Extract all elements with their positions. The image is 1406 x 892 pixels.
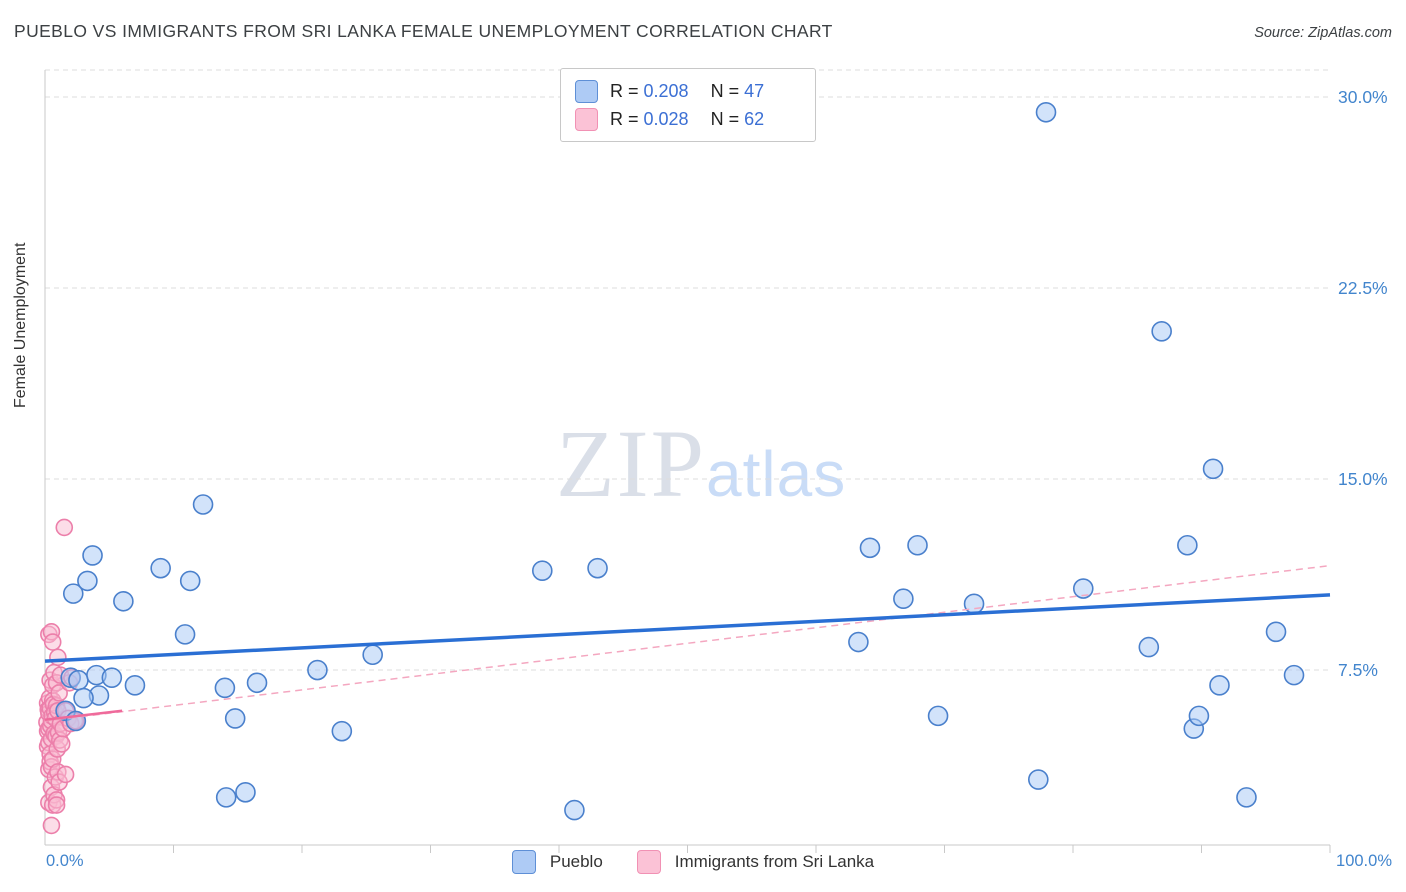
r-value-sri-lanka: 0.028 bbox=[643, 108, 689, 129]
pueblo-point bbox=[963, 593, 985, 615]
pueblo-point bbox=[1209, 675, 1230, 696]
sri-lanka-point bbox=[43, 633, 62, 651]
x-axis-max-label: 100.0% bbox=[1336, 852, 1392, 870]
pueblo-point bbox=[848, 631, 869, 653]
n-value-pueblo: 47 bbox=[744, 80, 765, 101]
pueblo-point bbox=[859, 537, 881, 559]
pueblo-point bbox=[73, 687, 94, 709]
sri-lanka-point bbox=[56, 765, 75, 784]
series-legend: Pueblo Immigrants from Sri Lanka bbox=[0, 850, 1406, 874]
pueblo-legend-label: Pueblo bbox=[549, 852, 603, 871]
pueblo-point bbox=[179, 570, 201, 592]
pueblo-point bbox=[101, 667, 123, 688]
r-value-pueblo: 0.208 bbox=[643, 80, 689, 101]
y-axis-tick-label: 15.0% bbox=[1338, 469, 1388, 489]
sri-lanka-point bbox=[42, 816, 61, 835]
pueblo-point bbox=[1028, 769, 1049, 790]
x-axis-min-label: 0.0% bbox=[46, 852, 84, 870]
pueblo-point bbox=[235, 781, 256, 803]
pueblo-point bbox=[77, 570, 98, 592]
trend-line bbox=[44, 564, 1331, 722]
pueblo-point bbox=[224, 708, 246, 729]
pueblo-point bbox=[893, 588, 914, 610]
y-axis-tick-label: 22.5% bbox=[1338, 278, 1388, 298]
pueblo-swatch-icon bbox=[575, 79, 598, 103]
pueblo-point bbox=[564, 799, 585, 821]
sri-lanka-point bbox=[52, 735, 71, 753]
trend-line bbox=[44, 709, 123, 721]
legend-row-pueblo: R = 0.208 N = 47 bbox=[575, 77, 801, 105]
sri-lanka-point bbox=[47, 796, 66, 814]
pueblo-point bbox=[82, 545, 103, 566]
pueblo-point bbox=[113, 590, 134, 612]
y-axis-tick-label: 30.0% bbox=[1338, 87, 1388, 107]
pueblo-point bbox=[1283, 664, 1305, 686]
n-label: N = bbox=[710, 108, 745, 129]
pueblo-point bbox=[150, 557, 171, 579]
n-label: N = bbox=[710, 80, 745, 101]
pueblo-point bbox=[587, 557, 608, 579]
legend-row-sri-lanka: R = 0.028 N = 62 bbox=[575, 105, 801, 133]
pueblo-point bbox=[62, 583, 84, 604]
pueblo-point bbox=[1202, 458, 1224, 480]
pueblo-point bbox=[1265, 621, 1287, 643]
pueblo-point bbox=[246, 672, 268, 694]
pueblo-point bbox=[192, 494, 214, 515]
pueblo-point bbox=[215, 787, 237, 808]
page-title: PUEBLO VS IMMIGRANTS FROM SRI LANKA FEMA… bbox=[14, 21, 833, 41]
pueblo-point bbox=[1035, 101, 1057, 123]
r-label: R = bbox=[610, 108, 644, 129]
y-axis-title: Female Unemployment bbox=[12, 242, 29, 408]
pueblo-point bbox=[1151, 321, 1172, 342]
pueblo-point bbox=[362, 644, 383, 666]
pueblo-point bbox=[1236, 787, 1257, 808]
pueblo-point bbox=[1138, 636, 1160, 658]
source-attribution: Source: ZipAtlas.com bbox=[1254, 25, 1392, 41]
pueblo-point bbox=[307, 659, 328, 681]
pueblo-point bbox=[1177, 534, 1198, 556]
sri-lanka-point bbox=[50, 684, 68, 702]
pueblo-point bbox=[1072, 578, 1094, 599]
sri-lanka-legend-label: Immigrants from Sri Lanka bbox=[674, 852, 875, 871]
pueblo-point bbox=[331, 720, 353, 742]
pueblo-point bbox=[124, 675, 146, 696]
pueblo-point bbox=[214, 677, 236, 699]
sri-lanka-swatch-icon bbox=[575, 107, 598, 131]
pueblo-point bbox=[68, 669, 89, 691]
n-value-sri-lanka: 62 bbox=[744, 108, 765, 129]
correlation-legend-box: R = 0.208 N = 47 R = 0.028 N = 62 bbox=[560, 68, 816, 142]
pueblo-point bbox=[907, 534, 928, 556]
pueblo-point bbox=[927, 705, 949, 727]
pueblo-legend-swatch-icon bbox=[511, 850, 536, 874]
sri-lanka-legend-swatch-icon bbox=[636, 850, 661, 874]
sri-lanka-point bbox=[49, 648, 67, 667]
trend-line bbox=[44, 593, 1331, 663]
pueblo-point bbox=[174, 624, 196, 645]
pueblo-point bbox=[1188, 705, 1210, 727]
pueblo-point bbox=[531, 560, 553, 582]
sri-lanka-point bbox=[55, 518, 74, 537]
y-axis-tick-label: 7.5% bbox=[1338, 660, 1378, 680]
r-label: R = bbox=[610, 80, 644, 101]
